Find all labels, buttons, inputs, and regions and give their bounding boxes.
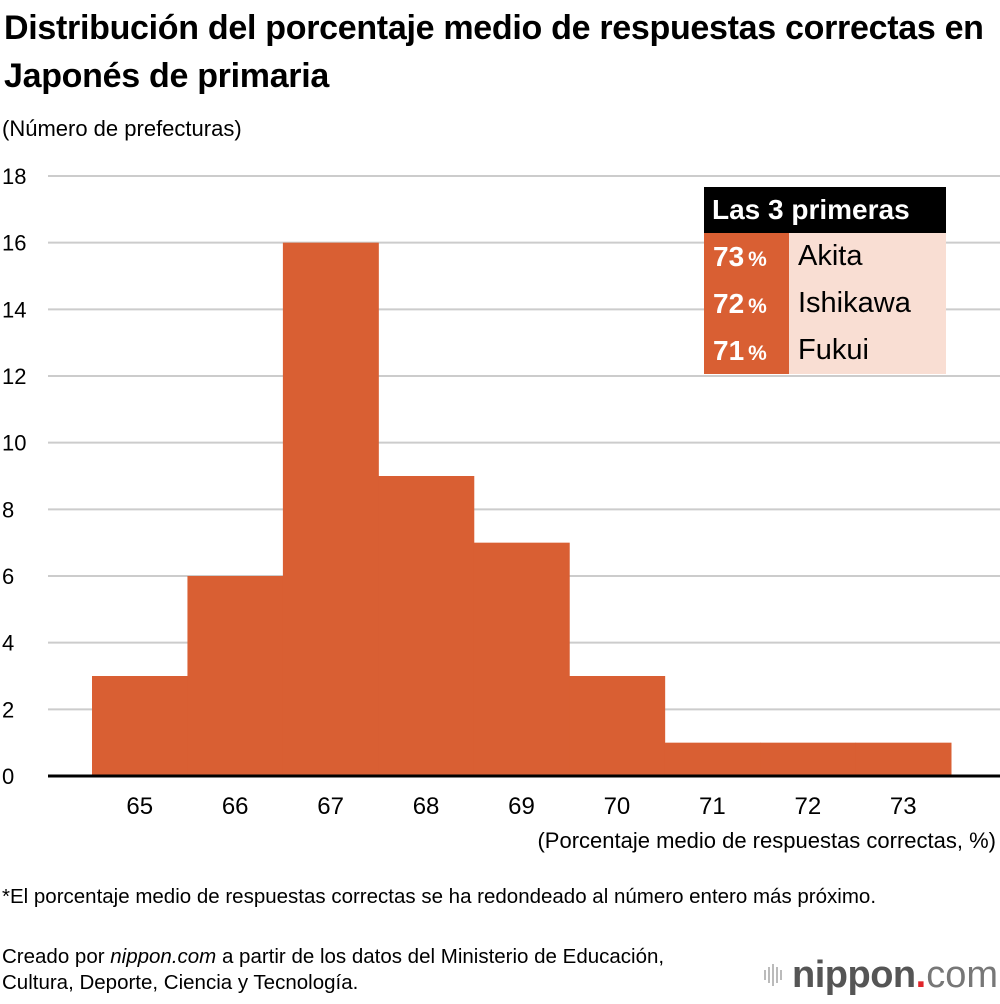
bar-69 [473,542,570,776]
y-tick-label: 10 [2,431,26,456]
top-three-legend: Las 3 primeras 73% 72% 71% Akita Ishikaw… [704,187,946,374]
y-tick-label: 4 [2,631,14,656]
legend-value-3: 71% [704,327,789,374]
legend-value-2: 72% [704,280,789,327]
y-tick-label: 0 [2,764,14,789]
source-site: nippon.com [110,945,217,968]
legend-name-3: Fukui [798,334,869,366]
legend-value-text: 72 [713,288,745,319]
legend-name-1: Akita [798,240,863,272]
y-tick-labels: 0 2 4 6 8 10 12 14 16 18 [2,164,26,789]
sound-wave-icon [764,964,784,986]
x-tick-label: 73 [890,793,917,820]
bar-65 [92,676,188,776]
y-tick-label: 8 [2,497,14,522]
source-note: Creado por nippon.com a partir de los da… [2,944,722,996]
logo-dot: . [915,954,927,996]
legend-unit: % [748,295,767,318]
bar-73 [855,742,952,776]
y-axis-label: (Número de prefecturas) [2,116,242,141]
logo-word: nippon [792,954,916,996]
y-tick-label: 6 [2,564,14,589]
x-tick-label: 69 [508,793,535,820]
legend-header: Las 3 primeras [704,187,946,233]
legend-unit: % [748,342,767,365]
source-suffix: a partir de los datos del Ministerio de … [2,945,665,994]
bar-68 [378,476,475,776]
x-tick-label: 72 [794,793,821,820]
bar-70 [569,676,666,776]
bar-66 [187,576,284,776]
logo-tld: com [926,954,998,996]
bar-71 [664,742,761,776]
bars [92,242,952,776]
x-tick-label: 67 [317,793,344,820]
nippon-logo: nippon. com [764,955,998,995]
bar-72 [760,742,857,776]
footnote: *El porcentaje medio de respuestas corre… [2,885,877,908]
x-tick-labels: 65 66 67 68 69 70 71 72 73 [126,793,916,820]
x-axis-label: (Porcentaje medio de respuestas correcta… [537,828,996,853]
x-tick-label: 65 [126,793,153,820]
x-tick-label: 71 [699,793,726,820]
y-tick-label: 14 [2,297,26,322]
legend-unit: % [748,248,767,271]
y-tick-label: 2 [2,697,14,722]
chart-title: Distribución del porcentaje medio de res… [4,9,984,95]
x-tick-label: 70 [604,793,631,820]
legend-value-text: 71 [713,335,745,366]
x-tick-label: 66 [222,793,249,820]
y-tick-label: 18 [2,164,26,189]
legend-value-text: 73 [713,241,745,272]
legend-name-2: Ishikawa [798,287,911,319]
y-tick-label: 16 [2,231,26,256]
legend-value-1: 73% [704,233,789,280]
x-tick-label: 68 [413,793,440,820]
source-prefix: Creado por [2,945,111,968]
y-tick-label: 12 [2,364,26,389]
bar-67 [282,242,379,776]
